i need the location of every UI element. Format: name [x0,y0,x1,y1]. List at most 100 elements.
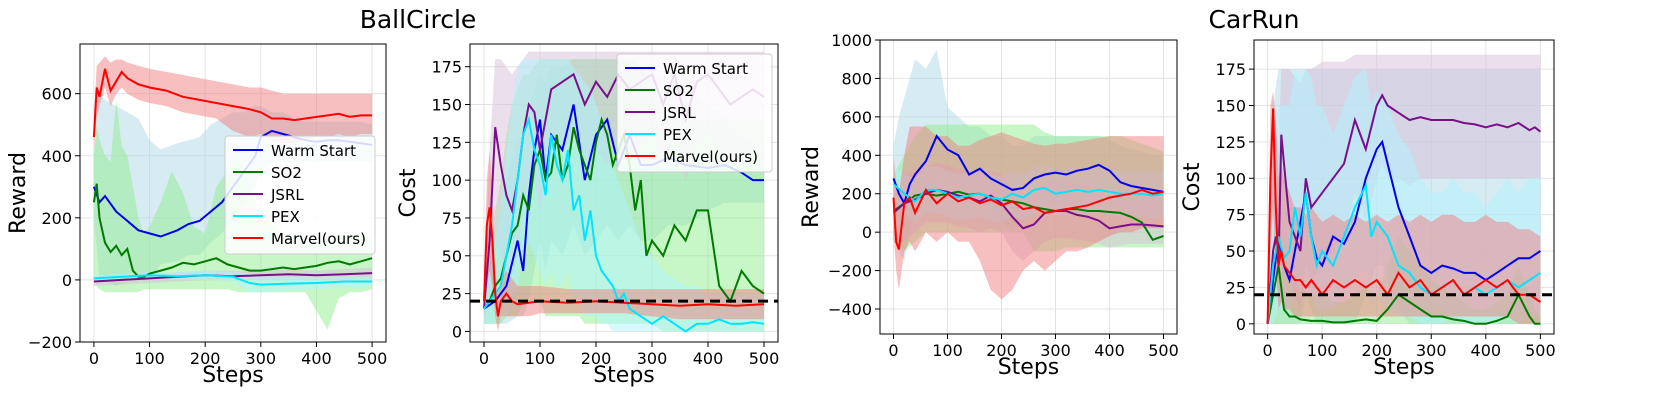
y-tick-label: 200 [41,209,72,228]
series-line-so2 [892,190,1164,242]
x-tick-label: 0 [89,349,99,368]
legend-label: SO2 [271,164,302,182]
x-tick-label: 500 [357,349,388,368]
series-line-marvel-ours- [892,188,1164,250]
x-tick-label: 100 [525,349,556,368]
y-tick-label: 175 [431,58,462,77]
chart-panel-0: 0 100 200 300 400 500 −200 0 200 400 600 Steps Rewar… [6,43,388,388]
x-tick-label: 100 [932,341,963,360]
legend-label: Marvel(ours) [663,148,758,166]
y-tick-label: 75 [442,209,462,228]
y-tick-label: 50 [442,247,462,266]
legend-label: PEX [663,126,692,144]
series-line-jsrl [1266,93,1542,324]
y-tick-label: 800 [841,69,872,88]
x-tick-label: 400 [693,349,724,368]
plot-area [892,49,1164,300]
y-tick-label: 0 [452,322,462,341]
legend-label: JSRL [662,104,696,122]
y-tick-label: 400 [41,147,72,166]
legend-label: PEX [271,208,300,226]
x-tick-label: 300 [637,349,668,368]
legend-label: JSRL [270,186,304,204]
legend-label: Marvel(ours) [271,230,366,248]
x-tick-label: 0 [888,341,898,360]
y-tick-label: 125 [431,133,462,152]
x-tick-label: 500 [749,349,780,368]
y-tick-label: 0 [1236,315,1246,334]
x-tick-label: 400 [1471,341,1502,360]
y-tick-label: 100 [1215,169,1246,188]
axes-frame [469,43,779,343]
x-tick-label: 400 [1094,341,1125,360]
x-tick-label: 100 [134,349,165,368]
y-tick-label: 200 [841,185,872,204]
series-line-so2 [1266,265,1541,325]
y-axis-label: Reward [799,146,824,228]
x-tick-label: 0 [1263,341,1273,360]
y-tick-label: 25 [442,285,462,304]
chart-panel-2: 0 100 200 300 400 500 −400 −200 0 200 400 600 800 100… [799,31,1179,380]
y-tick-label: 50 [1226,242,1246,261]
y-tick-label: −200 [28,333,72,352]
y-tick-label: 600 [841,108,872,127]
series-line-marvel-ours- [483,207,765,317]
x-tick-label: 300 [246,349,277,368]
x-axis-label: Steps [202,363,264,388]
series-line-pex [483,115,765,333]
series-line-marvel-ours- [1266,108,1541,324]
band-marvel-ours- [1267,90,1541,324]
series-line-pex [93,274,373,286]
y-tick-label: 125 [1215,133,1246,152]
x-tick-label: 200 [986,341,1017,360]
legend-label: Warm Start [271,142,356,160]
series-line-marvel-ours- [92,68,373,138]
y-tick-label: 0 [862,223,872,242]
x-tick-label: 400 [301,349,332,368]
x-tick-label: 200 [581,349,612,368]
y-tick-label: 175 [1215,60,1246,79]
axes-frame [79,43,387,343]
x-axis-label: Steps [998,355,1060,380]
band-jsrl [1267,54,1541,324]
y-tick-label: 75 [1226,206,1246,225]
y-tick-label: 25 [1226,278,1246,297]
series-line-warm-start [892,134,1164,206]
y-tick-label: 0 [62,271,72,290]
x-tick-label: 300 [1040,341,1071,360]
band-pex [484,59,764,332]
x-axis-label: Steps [593,363,655,388]
plot-area [1254,54,1554,325]
x-tick-label: 500 [1525,341,1556,360]
y-tick-label: −200 [828,262,872,281]
y-tick-label: 150 [1215,96,1246,115]
y-axis-label: Reward [6,152,31,234]
chart-panel-3: 0 100 200 300 400 500 0 25 50 75 100 125 150 175 Steps… [1180,39,1556,380]
y-tick-label: 100 [431,171,462,190]
series-line-so2 [92,183,373,278]
x-axis-label: Steps [1373,355,1435,380]
legend-label: SO2 [663,82,694,100]
axes-frame [879,39,1178,335]
legend-box [616,53,773,173]
legend-label: Warm Start [663,60,748,78]
x-tick-label: 300 [1416,341,1447,360]
title-carrun: CarRun [1209,5,1300,34]
y-axis-label: Cost [396,168,421,217]
series-line-so2 [483,116,765,310]
panels: 0 100 200 300 400 500−2000200400600StepsRewar… [6,31,1556,388]
title-ballcircle: BallCircle [360,5,477,34]
y-tick-label: 600 [41,85,72,104]
x-tick-label: 100 [1307,341,1338,360]
y-tick-label: 400 [841,146,872,165]
series-line-pex [892,183,1164,203]
y-tick-label: 1000 [831,31,872,50]
y-axis-label: Cost [1180,162,1205,211]
legend-box [224,135,376,255]
x-tick-label: 200 [1361,341,1392,360]
chart-panel-1: 0 100 200 300 400 500 0 25 50 75 100 125 150 175 Steps… [396,43,780,388]
x-tick-label: 200 [190,349,221,368]
y-tick-label: −400 [828,300,872,319]
x-tick-label: 0 [479,349,489,368]
